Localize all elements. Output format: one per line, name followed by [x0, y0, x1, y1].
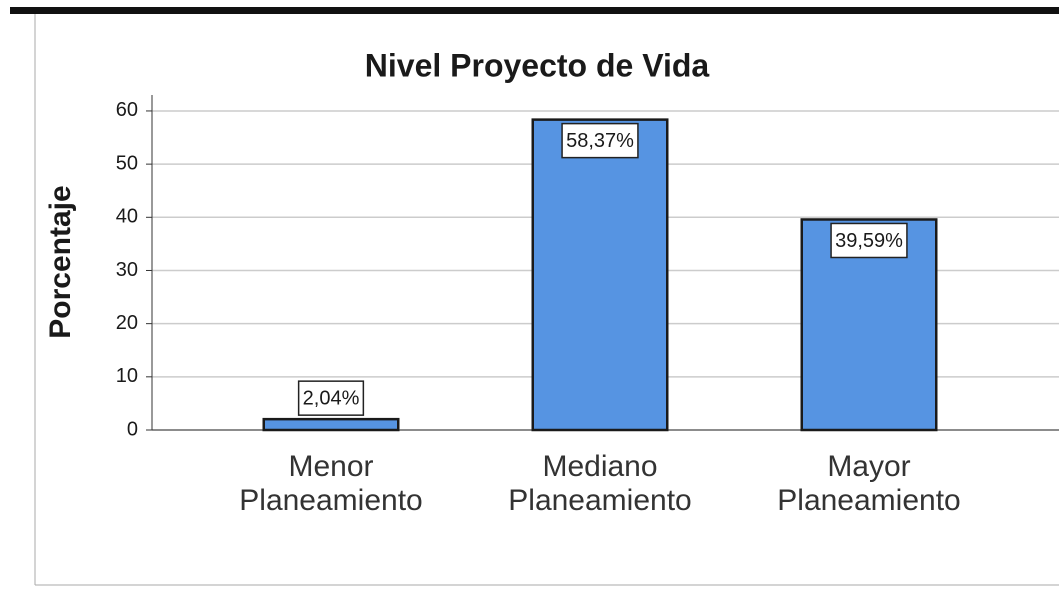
value-label: 58,37% [566, 130, 634, 152]
y-tick-label: 0 [127, 418, 138, 440]
x-tick-label: Menor Planeamiento [239, 450, 423, 517]
value-label: 2,04% [303, 387, 360, 409]
y-axis-label: Porcentaje [44, 185, 77, 338]
x-tick-label: Mayor Planeamiento [777, 450, 961, 517]
value-label: 39,59% [835, 230, 903, 252]
y-tick-label: 30 [116, 259, 138, 281]
y-tick-label: 40 [116, 206, 138, 228]
y-tick-label: 50 [116, 152, 138, 174]
y-tick-label: 10 [116, 365, 138, 387]
value-label-box [297, 380, 365, 416]
chart-title: Nivel Proyecto de Vida [365, 47, 710, 83]
y-tick-label: 60 [116, 99, 138, 121]
value-label-box [561, 122, 639, 159]
top-border [10, 7, 1059, 14]
value-label-box [830, 222, 908, 259]
bar [262, 417, 400, 432]
bar [531, 118, 669, 432]
x-tick-label: Mediano Planeamiento [508, 450, 692, 517]
y-tick-label: 20 [116, 312, 138, 334]
